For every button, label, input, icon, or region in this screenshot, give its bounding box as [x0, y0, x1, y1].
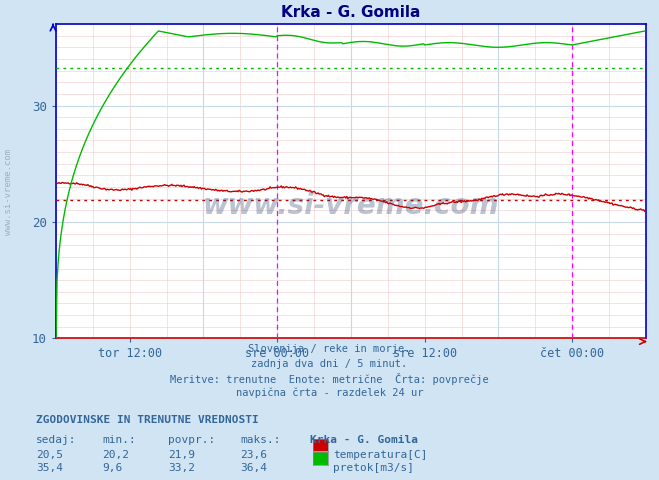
Text: zadnja dva dni / 5 minut.: zadnja dva dni / 5 minut.: [251, 359, 408, 369]
Title: Krka - G. Gomila: Krka - G. Gomila: [281, 5, 420, 20]
Text: Slovenija / reke in morje.: Slovenija / reke in morje.: [248, 344, 411, 354]
Text: 9,6: 9,6: [102, 463, 123, 473]
Text: ZGODOVINSKE IN TRENUTNE VREDNOSTI: ZGODOVINSKE IN TRENUTNE VREDNOSTI: [36, 415, 259, 425]
Text: sedaj:: sedaj:: [36, 435, 76, 445]
Text: maks.:: maks.:: [241, 435, 281, 445]
Text: 36,4: 36,4: [241, 463, 268, 473]
Text: 20,2: 20,2: [102, 450, 129, 460]
Text: 35,4: 35,4: [36, 463, 63, 473]
Text: temperatura[C]: temperatura[C]: [333, 450, 427, 460]
Text: navpična črta - razdelek 24 ur: navpična črta - razdelek 24 ur: [236, 387, 423, 398]
Text: www.si-vreme.com: www.si-vreme.com: [4, 149, 13, 235]
Text: min.:: min.:: [102, 435, 136, 445]
Text: povpr.:: povpr.:: [168, 435, 215, 445]
Text: pretok[m3/s]: pretok[m3/s]: [333, 463, 414, 473]
Text: 33,2: 33,2: [168, 463, 195, 473]
Text: 21,9: 21,9: [168, 450, 195, 460]
Text: 23,6: 23,6: [241, 450, 268, 460]
Text: 20,5: 20,5: [36, 450, 63, 460]
Text: Krka - G. Gomila: Krka - G. Gomila: [310, 435, 418, 445]
Text: Meritve: trenutne  Enote: metrične  Črta: povprečje: Meritve: trenutne Enote: metrične Črta: …: [170, 373, 489, 385]
Text: www.si-vreme.com: www.si-vreme.com: [203, 192, 499, 220]
